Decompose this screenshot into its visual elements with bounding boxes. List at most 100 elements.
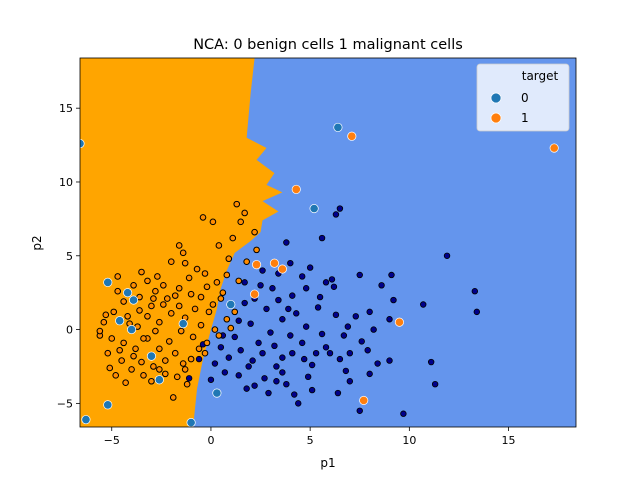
- data-point: [129, 295, 139, 305]
- data-point: [207, 376, 215, 383]
- data-point: [112, 372, 120, 379]
- x-tick-label: 5: [307, 434, 314, 447]
- data-point: [128, 366, 135, 373]
- y-axis: −5 0 5 10 15: [57, 102, 80, 410]
- y-tick-label: 0: [66, 324, 73, 337]
- chart-title: NCA: 0 benign cells 1 malignant cells: [193, 37, 463, 53]
- data-point: [175, 302, 183, 310]
- data-point: [252, 260, 262, 270]
- data-point: [358, 338, 365, 345]
- data-point: [152, 287, 159, 295]
- data-point: [366, 370, 373, 378]
- data-point: [243, 258, 250, 265]
- data-point: [163, 295, 171, 302]
- data-point: [185, 375, 193, 382]
- x-tick-label: 15: [502, 434, 516, 447]
- legend-title: target: [522, 69, 559, 83]
- data-point: [549, 143, 559, 153]
- data-point: [316, 293, 324, 301]
- legend-label-1: 1: [521, 111, 529, 125]
- data-point: [388, 271, 395, 279]
- data-point: [215, 242, 223, 249]
- data-point: [209, 218, 217, 226]
- data-point: [213, 279, 221, 286]
- data-point: [255, 339, 262, 347]
- data-point: [271, 342, 278, 350]
- plot-frame: [79, 57, 577, 428]
- data-point: [443, 252, 451, 259]
- data-point: [199, 214, 207, 221]
- data-point: [156, 318, 163, 326]
- data-point: [108, 335, 116, 342]
- data-point: [279, 354, 286, 361]
- data-point: [122, 379, 129, 387]
- data-point: [322, 279, 330, 286]
- data-point: [347, 131, 357, 141]
- data-point: [104, 349, 112, 357]
- data-point: [217, 295, 225, 302]
- legend-box: [476, 63, 570, 132]
- data-point: [314, 304, 322, 311]
- data-point: [212, 388, 222, 398]
- data-point: [245, 363, 252, 370]
- data-point: [175, 242, 183, 249]
- data-point: [267, 329, 274, 336]
- scatter-points: [80, 122, 559, 427]
- data-point: [342, 367, 350, 375]
- data-point: [291, 184, 301, 194]
- data-point: [102, 311, 110, 319]
- data-point: [160, 282, 167, 289]
- data-point: [285, 305, 292, 313]
- data-point: [334, 389, 342, 397]
- data-point: [177, 327, 185, 335]
- data-point: [179, 360, 187, 367]
- data-point: [263, 305, 270, 313]
- data-point: [302, 285, 310, 292]
- data-point: [152, 327, 159, 335]
- data-point: [306, 264, 314, 271]
- series-predicted-1: [96, 200, 260, 401]
- data-point: [279, 316, 286, 323]
- data-point: [366, 308, 373, 316]
- x-tick-label: −5: [104, 434, 120, 447]
- data-point: [148, 377, 155, 385]
- data-point: [378, 282, 385, 289]
- data-point: [179, 249, 187, 257]
- data-point: [250, 289, 260, 299]
- data-point: [123, 288, 133, 298]
- data-point: [140, 372, 147, 379]
- data-point: [279, 369, 286, 376]
- data-point: [400, 410, 407, 417]
- data-point: [287, 332, 294, 339]
- data-point: [181, 259, 189, 267]
- data-point: [346, 350, 354, 357]
- data-point: [156, 366, 163, 373]
- data-point: [150, 295, 157, 302]
- data-point: [257, 282, 264, 289]
- data-point: [96, 327, 104, 335]
- data-point: [356, 407, 363, 414]
- data-point: [162, 357, 169, 364]
- data-point: [205, 308, 213, 316]
- data-point: [356, 271, 363, 279]
- data-point: [81, 415, 91, 425]
- data-point: [114, 273, 121, 280]
- data-point: [283, 239, 290, 246]
- data-point: [146, 351, 156, 361]
- data-point: [116, 346, 123, 354]
- data-point: [169, 394, 177, 401]
- data-point: [336, 205, 344, 212]
- data-point: [265, 389, 272, 397]
- legend-marker-1: [490, 112, 502, 124]
- legend: target 0 1: [476, 63, 570, 132]
- data-point: [189, 333, 197, 341]
- x-tick-label: 10: [402, 434, 416, 447]
- data-point: [253, 246, 260, 254]
- series-1: [250, 131, 559, 405]
- data-point: [302, 323, 310, 330]
- data-point: [120, 339, 127, 347]
- legend-marker-0: [490, 92, 502, 104]
- data-point: [130, 282, 137, 289]
- data-point: [223, 315, 231, 323]
- data-point: [332, 311, 340, 319]
